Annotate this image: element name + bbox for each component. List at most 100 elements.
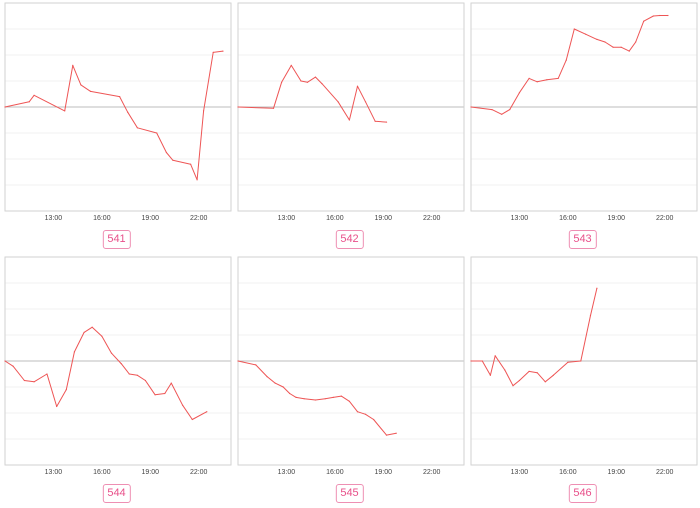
data-point	[303, 398, 305, 400]
x-tick-label: 13:00	[511, 469, 529, 476]
data-point	[190, 163, 192, 165]
data-point	[612, 46, 614, 48]
chart-label[interactable]: 543	[568, 230, 597, 249]
x-tick-label: 13:00	[45, 469, 63, 476]
data-point	[573, 28, 575, 30]
data-point	[337, 101, 339, 103]
data-point	[518, 379, 521, 382]
chart-panel-545: 13:00 16:00 19:00 22:00 545	[233, 254, 466, 508]
data-point	[470, 360, 472, 362]
chart-label[interactable]: 545	[335, 484, 364, 503]
series-line	[4, 326, 208, 420]
data-point	[165, 151, 168, 154]
data-point	[620, 46, 622, 48]
x-tick-label: 16:00	[559, 469, 577, 476]
data-point	[536, 372, 538, 374]
data-point	[481, 360, 483, 362]
data-point	[181, 404, 184, 406]
data-point	[395, 432, 397, 434]
data-point	[385, 434, 388, 436]
x-tick-label: 22:00	[190, 215, 208, 222]
data-point	[489, 374, 491, 376]
data-point	[544, 381, 546, 383]
x-tick-label: 19:00	[375, 469, 393, 476]
data-point	[72, 64, 74, 66]
data-point	[80, 84, 82, 86]
data-point	[266, 376, 268, 378]
data-point	[385, 121, 388, 123]
series-line	[4, 50, 223, 181]
x-tick-label: 16:00	[326, 215, 344, 222]
chart-svg: 13:00 16:00 19:00 22:00	[470, 256, 698, 476]
data-point	[314, 76, 317, 78]
data-point	[202, 110, 205, 112]
data-point	[128, 373, 130, 375]
data-point	[206, 411, 208, 413]
data-point	[120, 363, 122, 365]
data-point	[73, 351, 76, 353]
data-point	[295, 396, 297, 398]
data-point	[91, 326, 93, 328]
data-point	[64, 110, 66, 112]
chart-label[interactable]: 541	[102, 230, 131, 249]
chart-panel-542: 13:00 16:00 19:00 22:00 542	[233, 0, 466, 254]
x-tick-label: 22:00	[656, 215, 674, 222]
data-point	[65, 389, 67, 391]
data-point	[274, 382, 276, 384]
chart-svg: 13:00 16:00 19:00 22:00	[237, 2, 465, 222]
data-point	[504, 369, 506, 371]
chart-panel-546: 13:00 16:00 19:00 22:00 546	[466, 254, 699, 508]
x-tick-label: 19:00	[142, 215, 160, 222]
data-point	[156, 132, 158, 134]
data-point	[196, 179, 198, 181]
data-point	[89, 90, 92, 92]
data-point	[340, 395, 342, 397]
chart-label[interactable]: 542	[335, 230, 364, 249]
data-point	[356, 85, 359, 87]
data-point	[4, 360, 6, 362]
data-point	[528, 370, 530, 372]
data-point	[491, 109, 493, 111]
data-point	[33, 94, 35, 96]
chart-label[interactable]: 546	[568, 484, 597, 503]
x-tick-label: 16:00	[93, 215, 111, 222]
data-point	[552, 374, 554, 376]
series-line	[237, 64, 387, 123]
data-point	[282, 386, 284, 388]
data-point	[494, 355, 496, 357]
data-point	[580, 360, 582, 362]
data-point	[364, 101, 367, 103]
series-line	[471, 288, 598, 387]
data-point	[127, 111, 129, 113]
data-point	[501, 113, 503, 115]
data-point	[136, 374, 138, 376]
x-tick-label: 19:00	[608, 469, 626, 476]
data-point	[280, 81, 283, 83]
data-point	[191, 418, 193, 421]
data-point	[101, 335, 103, 337]
data-point	[509, 109, 511, 111]
x-tick-label: 19:00	[375, 215, 393, 222]
data-point	[557, 77, 559, 79]
data-point	[332, 396, 334, 398]
x-tick-label: 16:00	[93, 469, 111, 476]
data-point	[635, 41, 637, 43]
data-point	[83, 331, 85, 333]
chart-label[interactable]: 544	[102, 484, 131, 503]
x-tick-label: 13:00	[45, 215, 63, 222]
data-point	[136, 127, 138, 129]
data-point	[321, 83, 323, 85]
data-point	[212, 51, 214, 54]
data-point	[512, 385, 514, 387]
data-point	[373, 418, 375, 421]
x-tick-label: 19:00	[142, 469, 160, 476]
data-point	[222, 50, 224, 52]
x-tick-label: 13:00	[278, 469, 296, 476]
data-point	[364, 413, 367, 415]
data-point	[565, 59, 567, 61]
data-point	[585, 33, 587, 35]
data-point	[596, 38, 598, 41]
data-point	[12, 365, 14, 367]
data-point	[470, 106, 472, 108]
data-point	[324, 398, 326, 400]
